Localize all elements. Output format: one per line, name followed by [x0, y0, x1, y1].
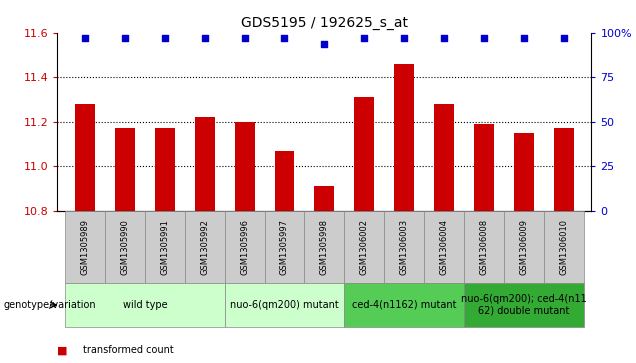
Text: GSM1305997: GSM1305997 [280, 219, 289, 275]
Bar [394, 64, 414, 211]
Text: GSM1305996: GSM1305996 [240, 219, 249, 275]
Text: GSM1306003: GSM1306003 [399, 219, 408, 275]
Point [279, 35, 289, 41]
FancyBboxPatch shape [265, 211, 305, 283]
Point [319, 41, 329, 47]
Bar [195, 117, 215, 211]
Point [120, 35, 130, 41]
Point [518, 35, 529, 41]
Text: GSM1305991: GSM1305991 [160, 219, 169, 275]
Point [399, 35, 409, 41]
Text: GSM1305998: GSM1305998 [320, 219, 329, 275]
Text: transformed count: transformed count [83, 345, 174, 355]
Point [80, 35, 90, 41]
FancyBboxPatch shape [344, 283, 464, 327]
Bar [115, 128, 135, 211]
Text: GSM1305989: GSM1305989 [81, 219, 90, 275]
Text: nuo-6(qm200) mutant: nuo-6(qm200) mutant [230, 300, 339, 310]
Point [240, 35, 250, 41]
Title: GDS5195 / 192625_s_at: GDS5195 / 192625_s_at [241, 16, 408, 30]
Bar [155, 128, 175, 211]
Bar [514, 133, 534, 211]
Text: nuo-6(qm200); ced-4(n11
62) double mutant: nuo-6(qm200); ced-4(n11 62) double mutan… [461, 294, 586, 316]
FancyBboxPatch shape [464, 283, 583, 327]
Text: GSM1306010: GSM1306010 [559, 219, 568, 275]
FancyBboxPatch shape [145, 211, 185, 283]
Bar [434, 104, 454, 211]
Bar [474, 124, 494, 211]
Bar [275, 151, 294, 211]
Text: GSM1305992: GSM1305992 [200, 219, 209, 275]
FancyBboxPatch shape [225, 211, 265, 283]
Text: ■: ■ [57, 345, 71, 355]
FancyBboxPatch shape [544, 211, 583, 283]
FancyBboxPatch shape [185, 211, 225, 283]
Text: GSM1306009: GSM1306009 [519, 219, 529, 275]
FancyBboxPatch shape [384, 211, 424, 283]
Text: ced-4(n1162) mutant: ced-4(n1162) mutant [352, 300, 457, 310]
FancyBboxPatch shape [464, 211, 504, 283]
FancyBboxPatch shape [66, 211, 105, 283]
Point [160, 35, 170, 41]
Text: genotype/variation: genotype/variation [3, 300, 96, 310]
Bar [354, 97, 374, 211]
Text: GSM1306008: GSM1306008 [480, 219, 488, 275]
FancyBboxPatch shape [225, 283, 344, 327]
Text: wild type: wild type [123, 300, 167, 310]
Bar [314, 186, 335, 211]
FancyBboxPatch shape [105, 211, 145, 283]
Point [479, 35, 489, 41]
Point [558, 35, 569, 41]
FancyBboxPatch shape [305, 211, 344, 283]
FancyBboxPatch shape [504, 211, 544, 283]
Bar [553, 128, 574, 211]
Text: GSM1306002: GSM1306002 [360, 219, 369, 275]
Bar [235, 122, 254, 211]
Bar [75, 104, 95, 211]
Text: GSM1306004: GSM1306004 [439, 219, 448, 275]
Text: GSM1305990: GSM1305990 [120, 219, 130, 275]
FancyBboxPatch shape [344, 211, 384, 283]
Point [439, 35, 449, 41]
FancyBboxPatch shape [424, 211, 464, 283]
Point [200, 35, 210, 41]
Point [359, 35, 370, 41]
FancyBboxPatch shape [66, 283, 225, 327]
